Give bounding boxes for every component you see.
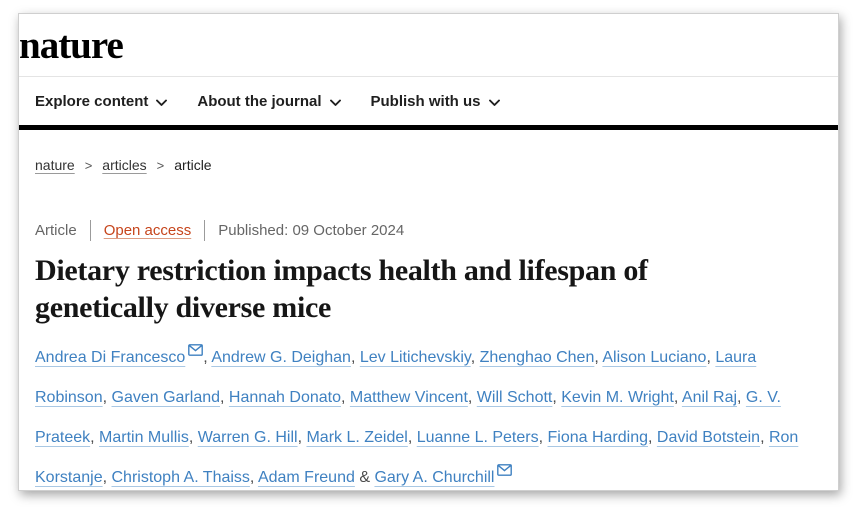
- author-link[interactable]: Will Schott: [476, 389, 553, 407]
- published-date: Published: 09 October 2024: [218, 222, 405, 239]
- chevron-down-icon: [156, 99, 168, 106]
- author-ampersand: &: [354, 469, 375, 487]
- author-separator: ,: [538, 429, 548, 447]
- author-separator: ,: [594, 349, 603, 367]
- breadcrumb: nature > articles > article: [35, 157, 822, 173]
- author-link[interactable]: Gaven Garland: [111, 389, 221, 407]
- author-link[interactable]: Luanne L. Peters: [416, 429, 539, 447]
- author-link[interactable]: Martin Mullis: [99, 429, 189, 447]
- nav-item-label: Explore content: [35, 93, 149, 110]
- author-link[interactable]: Kevin M. Wright: [561, 389, 674, 407]
- author-separator: ,: [102, 389, 112, 407]
- author-separator: ,: [203, 349, 212, 367]
- meta-divider: [204, 220, 206, 241]
- author-separator: ,: [552, 389, 562, 407]
- author-link[interactable]: Christoph A. Thaiss: [111, 469, 250, 487]
- main-nav: Explore content About the journal Publish …: [19, 77, 838, 125]
- masthead-divider: [19, 76, 838, 77]
- open-access-link[interactable]: Open access: [103, 222, 192, 239]
- author-link[interactable]: Adam Freund: [257, 469, 355, 487]
- chevron-down-icon: [329, 99, 341, 106]
- nav-item-label: Publish with us: [370, 93, 481, 110]
- author-separator: ,: [673, 389, 682, 407]
- author-link[interactable]: Ron Korstanje: [35, 429, 799, 487]
- author-separator: ,: [737, 389, 746, 407]
- email-icon[interactable]: [188, 344, 204, 357]
- author-link[interactable]: Zhenghao Chen: [479, 349, 595, 367]
- author-separator: ,: [102, 469, 112, 487]
- author-separator: ,: [188, 429, 198, 447]
- author-separator: ,: [407, 429, 417, 447]
- author-separator: ,: [470, 349, 480, 367]
- author-link[interactable]: Mark L. Zeidel: [306, 429, 408, 447]
- author-separator: ,: [706, 349, 716, 367]
- author-link[interactable]: Andrew G. Deighan: [211, 349, 351, 367]
- email-icon[interactable]: [497, 464, 513, 477]
- author-separator: ,: [90, 429, 100, 447]
- author-link[interactable]: Fiona Harding: [547, 429, 649, 447]
- author-link[interactable]: Anil Raj: [681, 389, 738, 407]
- article-type-label: Article: [35, 222, 77, 239]
- nav-item-publish-with-us[interactable]: Publish with us: [371, 93, 500, 110]
- chevron-down-icon: [488, 99, 500, 106]
- author-separator: ,: [297, 429, 307, 447]
- breadcrumb-separator-icon: >: [84, 157, 93, 173]
- nature-logo[interactable]: nature: [19, 24, 124, 67]
- masthead: nature: [19, 14, 838, 76]
- author-link[interactable]: David Botstein: [656, 429, 761, 447]
- meta-divider: [89, 220, 91, 241]
- author-separator: ,: [341, 389, 350, 407]
- article-page: nature Explore content About the journal P…: [18, 13, 839, 491]
- nav-item-label: About the journal: [197, 93, 322, 110]
- article-meta: Article Open access Published: 09 Octobe…: [35, 220, 822, 241]
- breadcrumb-separator-icon: >: [156, 157, 165, 173]
- author-separator: ,: [220, 389, 229, 407]
- author-list: Andrea Di Francesco, Andrew G. Deighan, …: [35, 338, 822, 498]
- breadcrumb-link-articles[interactable]: articles: [102, 157, 147, 173]
- author-link[interactable]: Hannah Donato: [228, 389, 341, 407]
- author-link[interactable]: Gary A. Churchill: [374, 469, 495, 487]
- author-link[interactable]: Andrea Di Francesco: [35, 349, 186, 367]
- breadcrumb-current: article: [174, 157, 212, 173]
- author-link[interactable]: Lev Litichevskiy: [359, 349, 471, 367]
- author-separator: ,: [648, 429, 657, 447]
- author-separator: ,: [249, 469, 258, 487]
- author-separator: ,: [467, 389, 477, 407]
- nav-item-about-the-journal[interactable]: About the journal: [197, 93, 341, 110]
- breadcrumb-link-nature[interactable]: nature: [35, 157, 75, 173]
- author-separator: ,: [350, 349, 360, 367]
- author-link[interactable]: G. V. Prateek: [35, 389, 781, 447]
- author-link[interactable]: Laura Robinson: [35, 349, 757, 407]
- author-link[interactable]: Matthew Vincent: [349, 389, 468, 407]
- header-rule: [19, 125, 838, 130]
- article-title: Dietary restriction impacts health and l…: [35, 254, 648, 324]
- author-link[interactable]: Warren G. Hill: [197, 429, 298, 447]
- nav-item-explore-content[interactable]: Explore content: [35, 93, 168, 110]
- author-link[interactable]: Alison Luciano: [602, 349, 707, 367]
- author-separator: ,: [760, 429, 769, 447]
